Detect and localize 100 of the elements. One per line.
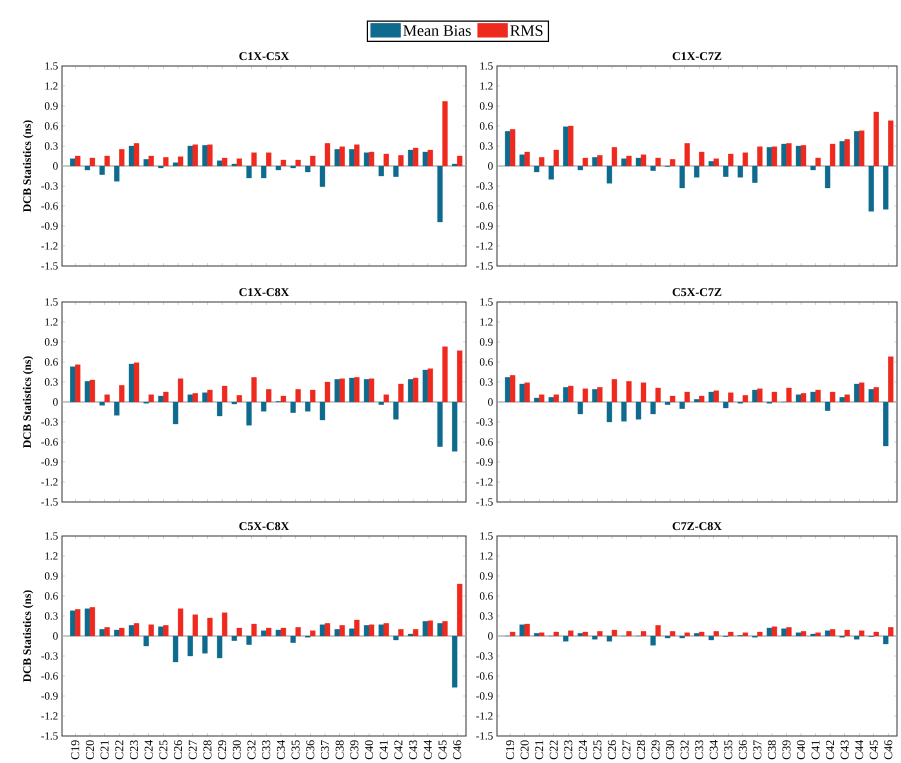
y-tick-label: 0.6 (480, 592, 493, 600)
bar (349, 628, 355, 636)
bar (612, 378, 618, 402)
bar (202, 392, 208, 402)
y-tick-label: -1.2 (476, 712, 493, 720)
bar (340, 146, 345, 166)
x-tick-label: C19 (506, 740, 514, 760)
bar (524, 152, 530, 166)
x-tick-label: C35 (292, 740, 300, 760)
bar (354, 620, 360, 636)
bar (568, 630, 574, 636)
bar (452, 402, 458, 452)
chart-title: C5X-C7Z (672, 288, 722, 296)
bar (99, 402, 105, 406)
bar (134, 142, 140, 166)
x-tick-label: C27 (622, 740, 630, 760)
y-tick-label: 0 (53, 632, 58, 640)
bar (334, 378, 340, 402)
bar (830, 392, 836, 402)
bar (324, 622, 330, 636)
bar (684, 632, 690, 636)
x-tick-label: C26 (608, 740, 616, 760)
x-tick-label: C32 (680, 740, 689, 760)
bar (393, 166, 399, 177)
bar (859, 382, 864, 402)
bar (70, 158, 76, 166)
bar (874, 112, 879, 166)
bar (437, 402, 443, 447)
bar (216, 402, 222, 416)
x-tick-label: C46 (884, 740, 892, 760)
y-tick-label: -0.9 (41, 458, 58, 466)
bar (428, 150, 433, 166)
y-tick-label: -0.6 (476, 672, 493, 680)
y-tick-label: -0.9 (476, 692, 493, 700)
bar (728, 392, 734, 402)
bar (172, 162, 178, 166)
bar (655, 158, 661, 166)
bar (422, 152, 428, 166)
bar (324, 382, 330, 402)
y-tick-label: 0.3 (44, 612, 58, 620)
bar (621, 402, 627, 422)
bar (606, 166, 612, 184)
bar (810, 392, 816, 402)
bar (800, 630, 806, 636)
bar (398, 154, 404, 166)
y-tick-label: -1.5 (476, 262, 493, 270)
bar (714, 158, 719, 166)
x-tick-label: C21 (100, 740, 109, 760)
bar (597, 154, 603, 166)
bar (757, 388, 763, 402)
bar (626, 156, 632, 166)
bar (519, 384, 525, 402)
x-tick-label: C30 (666, 740, 674, 760)
x-tick-label: C40 (796, 740, 806, 760)
y-tick-label: 0.9 (44, 102, 58, 110)
bar (839, 140, 845, 166)
bar (84, 166, 90, 170)
x-tick-label: C34 (710, 740, 718, 760)
bar (883, 166, 888, 210)
bar (378, 402, 384, 405)
y-tick-label: -1.2 (41, 712, 58, 720)
y-tick-label: 1.2 (45, 318, 58, 326)
y-tick-label: -0.6 (41, 202, 58, 210)
y-tick-label: -0.6 (41, 672, 58, 680)
bar (621, 158, 627, 166)
bar (320, 166, 326, 187)
bar (261, 402, 266, 412)
bar (442, 346, 448, 402)
bar (752, 166, 758, 183)
bar (597, 386, 603, 402)
y-tick-label: -1.5 (41, 732, 58, 740)
bar (815, 158, 821, 166)
bar (134, 622, 140, 636)
bar (412, 148, 418, 166)
bar (408, 150, 414, 166)
bar (708, 160, 714, 166)
x-tick-label: C43 (840, 740, 849, 760)
bar (510, 128, 516, 166)
bar (364, 378, 370, 402)
bar (378, 624, 384, 636)
bar (883, 402, 888, 446)
bar (578, 402, 583, 414)
bar (452, 636, 458, 688)
bar (824, 630, 830, 636)
y-tick-label: -1.5 (41, 262, 58, 270)
bar (592, 156, 598, 166)
bar (266, 388, 272, 402)
x-tick-label: C22 (115, 740, 124, 760)
bar (606, 636, 612, 642)
x-tick-label: C20 (520, 740, 529, 760)
bar (261, 630, 266, 636)
bar (340, 378, 345, 402)
y-tick-label: -1.5 (41, 498, 58, 506)
bar (636, 402, 642, 420)
bar (655, 624, 661, 636)
y-tick-label: 0.9 (44, 572, 58, 580)
bar (266, 628, 272, 636)
bar (854, 130, 860, 166)
bar (144, 158, 149, 166)
bar (349, 378, 355, 402)
